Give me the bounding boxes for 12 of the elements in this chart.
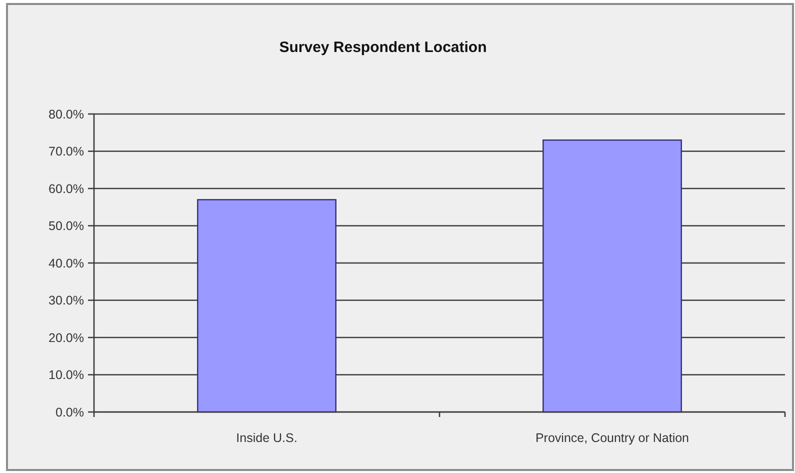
y-tick-label: 0.0% — [56, 405, 84, 420]
y-tick-label: 60.0% — [48, 182, 84, 196]
chart-title: Survey Respondent Location — [279, 39, 487, 56]
x-tick-label: Province, Country or Nation — [535, 431, 690, 445]
y-tick-label: 40.0% — [48, 256, 84, 270]
y-tick-label: 70.0% — [48, 144, 84, 159]
y-tick-label: 50.0% — [48, 219, 84, 234]
y-tick-label: 20.0% — [48, 330, 84, 345]
x-tick-label: Inside U.S. — [236, 431, 298, 445]
y-tick-label: 10.0% — [48, 368, 84, 382]
y-tick-label: 80.0% — [48, 107, 84, 122]
y-tick-label: 30.0% — [48, 294, 84, 308]
